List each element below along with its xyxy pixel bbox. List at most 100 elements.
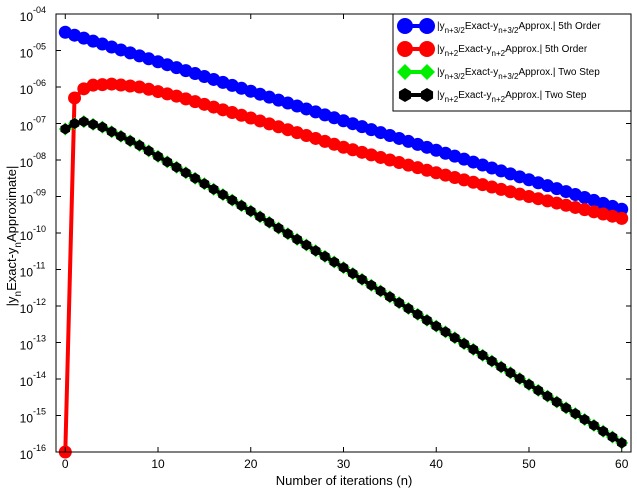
y-tick-label: 10 <box>20 412 34 426</box>
legend-entry: |yn+3/2Exact-yn+3/2Approx.| 5th Order <box>397 18 601 35</box>
y-tick-exponent: -09 <box>33 188 46 198</box>
y-tick-exponent: -08 <box>33 151 46 161</box>
data-point <box>329 256 339 268</box>
data-point <box>505 367 516 379</box>
y-tick-exponent: -11 <box>33 261 45 271</box>
data-point <box>412 308 423 320</box>
data-point <box>607 431 618 443</box>
data-point <box>86 78 100 92</box>
legend-marker <box>419 64 435 80</box>
y-tick-label: 10 <box>20 302 34 316</box>
data-point <box>589 419 599 431</box>
data-point <box>227 194 237 206</box>
data-point <box>292 233 302 245</box>
legend-entry: |yn+2Exact-yn+2Approx.| 5th Order <box>397 41 588 58</box>
data-point <box>552 396 562 408</box>
data-point <box>106 126 117 138</box>
data-point <box>496 361 506 373</box>
y-tick-exponent: -14 <box>33 370 46 380</box>
data-point <box>561 402 571 414</box>
x-axis-label: Number of iterations (n) <box>276 473 413 488</box>
y-tick-exponent: -10 <box>33 224 46 234</box>
data-point <box>459 338 469 350</box>
legend-marker <box>397 64 413 80</box>
data-point <box>348 268 358 280</box>
x-tick-label: 20 <box>244 457 258 471</box>
y-tick-label: 10 <box>20 10 34 24</box>
legend-marker <box>419 41 435 57</box>
data-point <box>69 118 80 129</box>
y-tick-label: 10 <box>20 229 34 243</box>
data-point <box>153 150 163 162</box>
series-2 <box>58 77 629 459</box>
y-axis-label-text: |ynExact-ynApproximate| <box>4 166 24 307</box>
data-point <box>570 408 581 420</box>
data-point <box>615 211 629 225</box>
y-tick-exponent: -05 <box>33 42 46 52</box>
data-point <box>301 239 312 251</box>
data-point <box>616 437 627 449</box>
x-tick-label: 50 <box>522 457 536 471</box>
data-point <box>116 130 126 142</box>
data-point <box>264 216 275 228</box>
y-tick-label: 10 <box>20 83 34 97</box>
data-point <box>357 273 367 285</box>
plot-series <box>58 25 629 459</box>
y-tick-exponent: -07 <box>33 115 46 125</box>
data-point <box>255 211 265 223</box>
data-point <box>477 349 488 361</box>
x-tick-label: 10 <box>151 457 165 471</box>
legend-marker <box>397 41 413 57</box>
data-point <box>171 161 182 173</box>
data-point <box>338 262 349 274</box>
legend-marker <box>419 18 435 34</box>
data-point <box>422 314 432 326</box>
series-1 <box>58 25 629 216</box>
legend: |yn+3/2Exact-yn+3/2Approx.| 5th Order |yn… <box>392 13 632 112</box>
data-point <box>283 228 293 240</box>
series-4 <box>60 116 627 449</box>
data-point <box>190 172 200 184</box>
legend-marker <box>420 88 434 102</box>
legend-marker <box>398 88 412 102</box>
data-point <box>394 297 404 309</box>
data-point <box>320 250 330 262</box>
legend-entry: |yn+2Exact-yn+2Approx.| Two Step <box>398 88 587 104</box>
data-point <box>440 326 451 338</box>
data-point <box>487 355 497 367</box>
y-tick-label: 10 <box>20 339 34 353</box>
data-point <box>218 189 228 201</box>
data-point <box>514 373 525 385</box>
data-point <box>385 291 395 303</box>
x-tick-label: 0 <box>62 457 69 471</box>
y-axis-label: |ynExact-ynApproximate| <box>4 166 24 307</box>
y-tick-exponent: -13 <box>33 334 46 344</box>
data-point <box>97 121 108 133</box>
data-point <box>273 222 284 234</box>
y-tick-label: 10 <box>20 47 34 61</box>
y-tick-label: 10 <box>20 156 34 170</box>
data-point <box>524 378 534 390</box>
data-point <box>598 425 608 437</box>
data-point <box>95 78 109 92</box>
data-point <box>431 320 442 332</box>
y-tick-label: 10 <box>20 375 34 389</box>
data-point <box>450 332 460 344</box>
y-tick-exponent: -04 <box>33 5 46 15</box>
data-point <box>403 303 414 315</box>
x-tick-label: 40 <box>430 457 444 471</box>
data-point <box>134 139 145 151</box>
data-point <box>542 390 553 402</box>
y-tick-exponent: -16 <box>33 443 46 453</box>
legend-label: |yn+3/2Exact-yn+3/2Approx.| Two Step <box>437 67 600 81</box>
data-point <box>245 205 256 217</box>
y-tick-exponent: -06 <box>33 78 46 88</box>
data-point <box>143 145 154 157</box>
data-point <box>615 202 629 216</box>
data-point <box>125 135 135 147</box>
data-point <box>468 343 479 355</box>
x-tick-label: 60 <box>615 457 629 471</box>
data-point <box>579 414 590 426</box>
data-point <box>366 279 377 291</box>
